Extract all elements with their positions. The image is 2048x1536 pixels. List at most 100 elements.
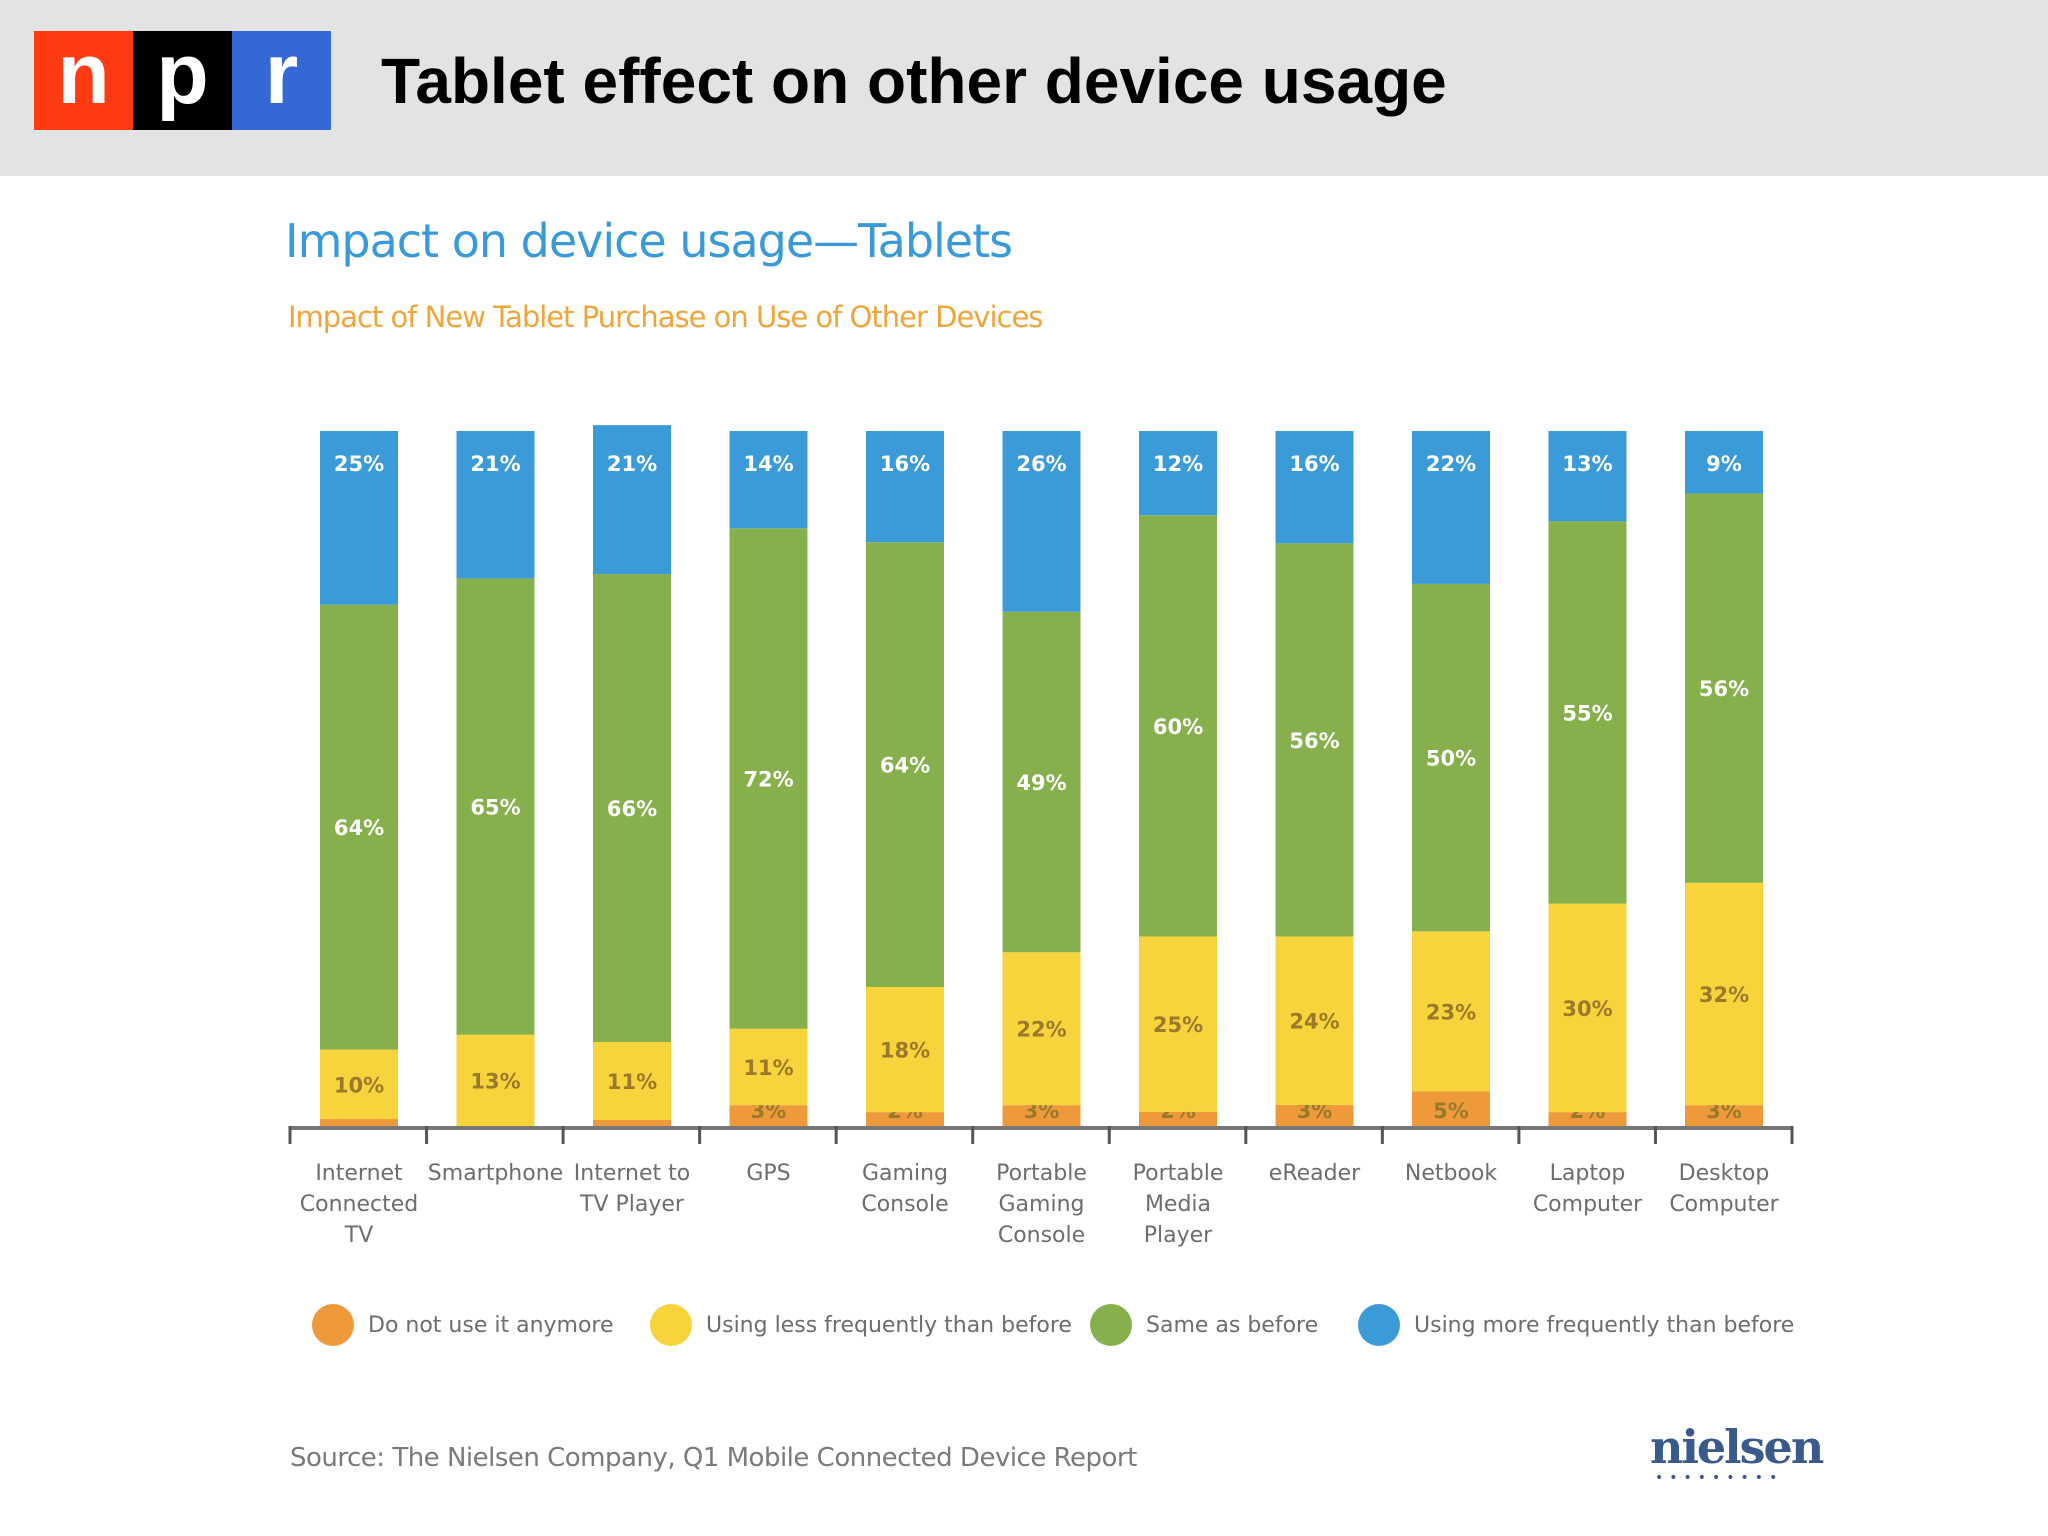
bar-segment [456, 578, 535, 1035]
bar-segment [1275, 1104, 1354, 1126]
bar-segment [1275, 431, 1354, 544]
legend-item: Same as before [1090, 1304, 1318, 1346]
legend-swatch [650, 1304, 692, 1346]
x-tick-label: Smartphone [427, 1161, 564, 1186]
data-label: 13% [470, 1069, 520, 1093]
data-label: 64% [334, 816, 384, 840]
bar-segment [1275, 543, 1354, 937]
data-label: 21% [470, 452, 520, 476]
bar-segment [1139, 936, 1217, 1112]
data-label: 5% [1433, 1099, 1469, 1123]
bar-segment [593, 574, 671, 1043]
data-label: 65% [470, 796, 520, 820]
npr-logo: n p r [34, 31, 331, 130]
legend-label: Do not use it anymore [368, 1312, 614, 1338]
bar-segment [1685, 493, 1763, 883]
data-label: 26% [1016, 452, 1066, 476]
bar-segment [1685, 882, 1763, 1106]
bar-segment [1685, 1105, 1763, 1126]
x-tick-label: Internet to TV Player [573, 1161, 691, 1217]
slide-title: Tablet effect on other device usage [381, 45, 1447, 117]
data-label: 12% [1153, 452, 1203, 476]
bar-segment [1685, 431, 1763, 494]
x-tick-label: eReader [1268, 1161, 1361, 1186]
data-label: 11% [743, 1056, 793, 1080]
x-tick-label: GPS [746, 1161, 791, 1186]
data-label: 21% [607, 452, 657, 476]
legend-item: Using more frequently than before [1358, 1304, 1794, 1346]
nielsen-logo: nielsen [1650, 1420, 1824, 1474]
bar-segment [866, 987, 944, 1113]
chart-title: Impact on device usage—Tablets [285, 214, 1013, 268]
bar-segment [1139, 1111, 1217, 1126]
bar-segment [593, 1042, 671, 1120]
logo-letter-p: p [133, 31, 232, 130]
chart-subtitle: Impact of New Tablet Purchase on Use of … [288, 300, 1043, 334]
x-tick-label: Gaming Console [861, 1161, 949, 1217]
data-label: 9% [1706, 452, 1742, 476]
bar-segment [1139, 515, 1217, 937]
data-label: 18% [880, 1039, 930, 1063]
legend-swatch [1090, 1304, 1132, 1346]
bar-segment [1412, 431, 1490, 584]
data-label: 16% [880, 452, 930, 476]
bar-segment [1548, 903, 1627, 1113]
data-label: 50% [1426, 747, 1476, 771]
legend-label: Using less frequently than before [706, 1312, 1072, 1338]
x-tick-label: Netbook [1404, 1161, 1498, 1186]
data-label: 66% [607, 797, 657, 821]
header-bar: n p r Tablet effect on other device usag… [0, 0, 2048, 176]
data-label: 23% [1426, 1000, 1476, 1024]
data-label: 22% [1016, 1018, 1066, 1042]
legend-item: Using less frequently than before [650, 1304, 1072, 1346]
legend-item: Do not use it anymore [312, 1304, 614, 1346]
legend-swatch [312, 1304, 354, 1346]
bar-segment [1002, 1105, 1081, 1126]
x-tick-label: Laptop Computer [1532, 1161, 1643, 1217]
x-tick-label: Desktop Computer [1669, 1161, 1779, 1217]
data-label: 25% [334, 452, 384, 476]
data-label: 72% [743, 768, 793, 792]
data-label: 56% [1699, 677, 1749, 701]
bar-segment [1002, 431, 1081, 612]
bar-segment [1002, 952, 1081, 1106]
data-label: 60% [1153, 715, 1203, 739]
data-label: 24% [1289, 1010, 1339, 1034]
data-label: 11% [607, 1070, 657, 1094]
bar-segment [866, 542, 944, 987]
legend-label: Using more frequently than before [1414, 1312, 1795, 1338]
logo-letter-r: r [232, 31, 331, 130]
bar-segment [1412, 1091, 1490, 1126]
bar-segment [320, 1049, 398, 1120]
bar-segment [1139, 431, 1217, 516]
bar-segment [593, 425, 671, 575]
bar-segment [456, 1034, 535, 1126]
bar-segment [1412, 583, 1490, 932]
bar-segment [729, 1028, 808, 1106]
data-label: 22% [1426, 452, 1476, 476]
bar-segment [1548, 521, 1627, 904]
data-label: 13% [1562, 452, 1612, 476]
data-label: 55% [1562, 701, 1612, 725]
data-label: 30% [1562, 997, 1612, 1021]
bar-segment [729, 431, 808, 529]
bar-segment [320, 431, 398, 605]
bar-segment [1412, 931, 1490, 1092]
data-label: 32% [1699, 983, 1749, 1007]
bar-segment [320, 1119, 398, 1126]
data-label: 25% [1153, 1013, 1203, 1037]
data-label: 10% [334, 1073, 384, 1097]
bar-segment [593, 1120, 671, 1126]
bar-segment [456, 431, 535, 579]
bar-segment [1275, 936, 1354, 1105]
x-tick-label: Portable Media Player [1132, 1161, 1224, 1248]
bar-segment [320, 604, 398, 1050]
x-tick-label: Portable Gaming Console [996, 1161, 1087, 1248]
nielsen-logo-dots: ••••••••• [1655, 1470, 1784, 1486]
x-tick-label: Internet Connected TV [299, 1161, 419, 1248]
data-label: 56% [1289, 729, 1339, 753]
bar-segment [1002, 611, 1081, 953]
data-label: 49% [1016, 771, 1066, 795]
legend-label: Same as before [1146, 1312, 1319, 1338]
